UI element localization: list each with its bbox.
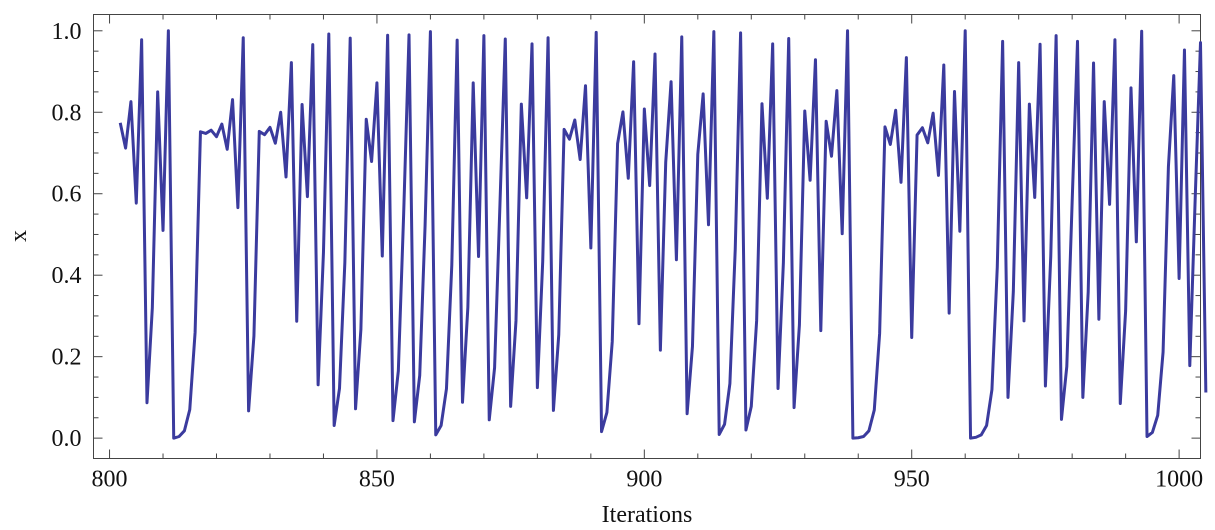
y-tick-label: 0.0 — [52, 426, 82, 452]
y-tick-label: 0.2 — [52, 345, 82, 371]
y-tick-label: 0.6 — [52, 182, 82, 208]
x-tick-label: 950 — [894, 467, 930, 493]
x-tick-label: 800 — [92, 467, 128, 493]
y-tick-label: 0.4 — [52, 263, 82, 289]
x-tick-label: 900 — [626, 467, 662, 493]
tick-labels: 800 850 900 950 1000 0.0 0.2 0.4 0.6 0.8 1.0 — [52, 19, 1204, 493]
x-axis-label: Iterations — [602, 502, 693, 528]
x-tick-label: 850 — [359, 467, 395, 493]
tick-marks — [93, 14, 1201, 459]
series-line — [118, 29, 1208, 440]
y-tick-label: 1.0 — [52, 19, 82, 45]
x-tick-label: 1000 — [1155, 467, 1203, 493]
y-tick-label: 0.8 — [52, 100, 82, 126]
plot-frame — [93, 14, 1201, 459]
y-axis-label: x — [6, 230, 32, 242]
